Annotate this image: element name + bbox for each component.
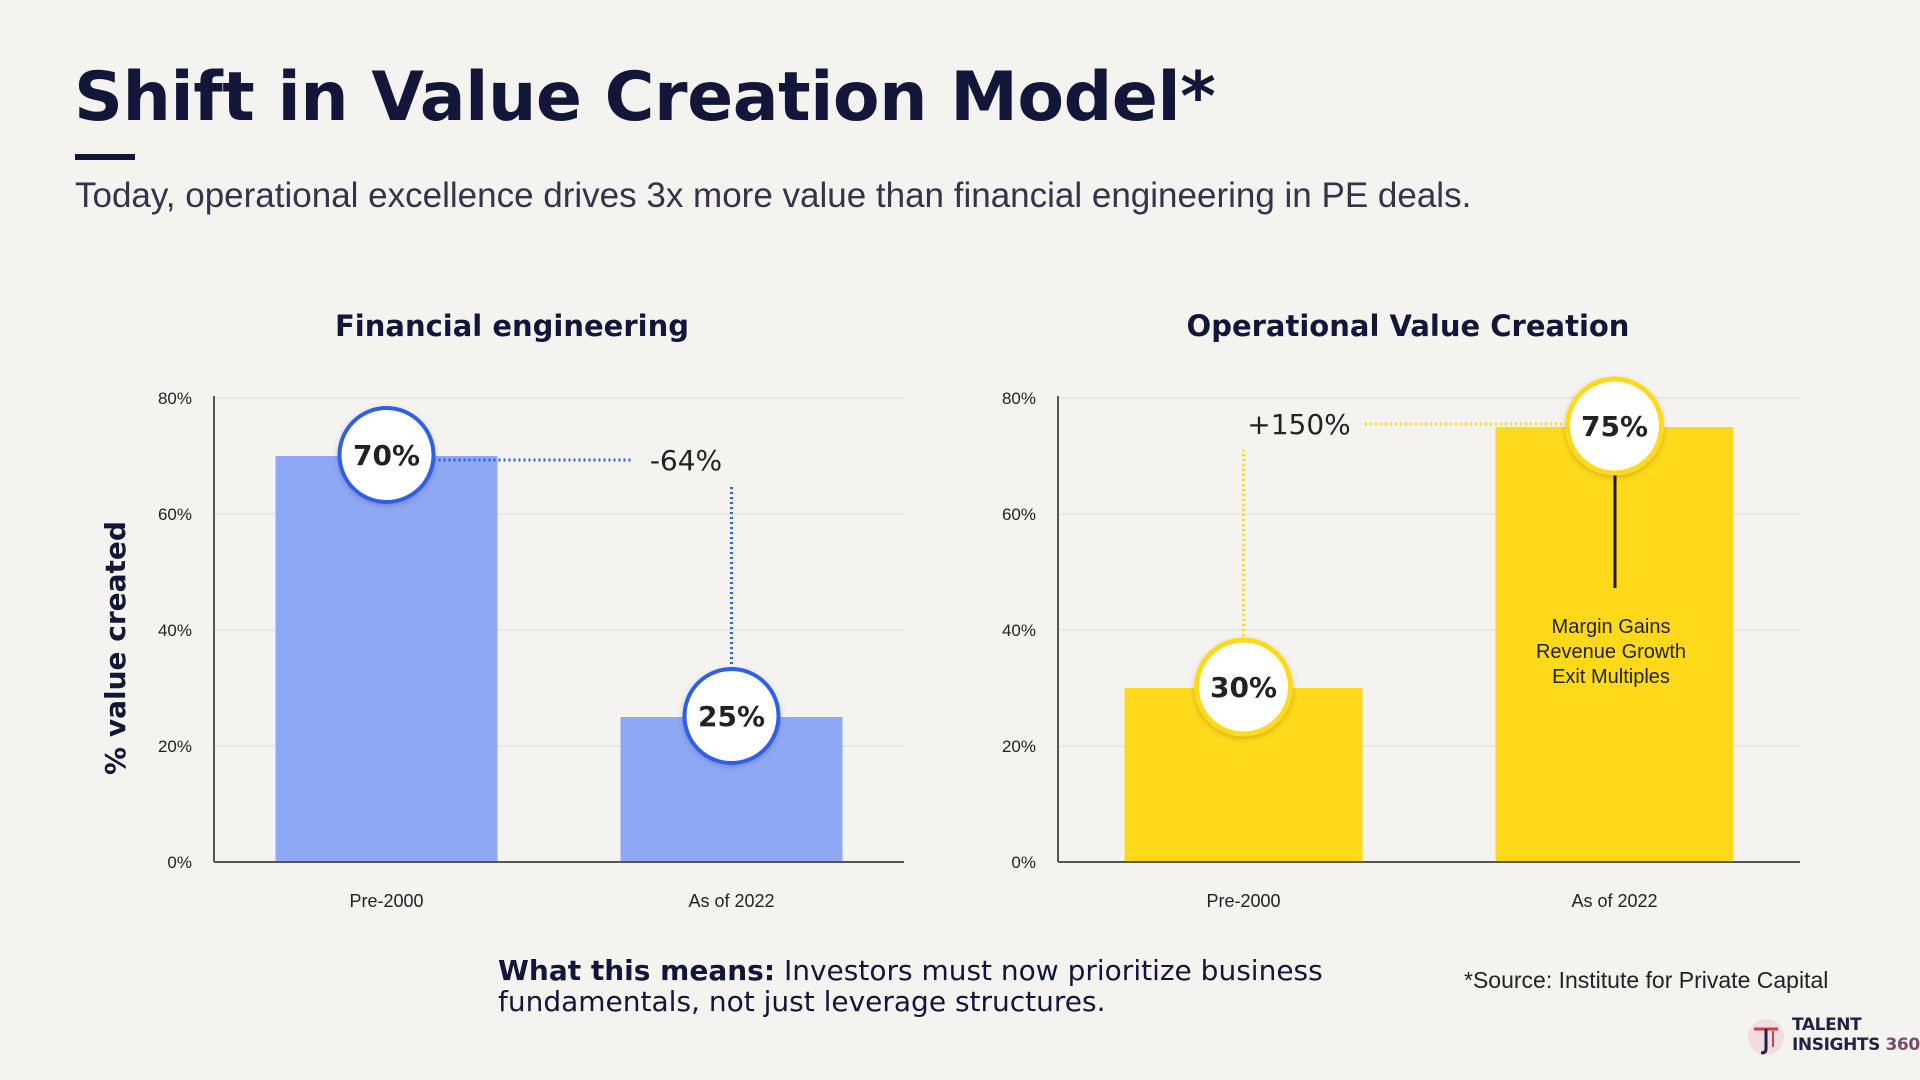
y-tick-label: 20% (158, 737, 192, 756)
takeaway-label: What this means: (498, 954, 776, 987)
y-tick-label: 20% (1002, 737, 1036, 756)
y-tick-label: 0% (1011, 853, 1036, 872)
y-tick-label: 40% (1002, 621, 1036, 640)
y-tick-label: 40% (158, 621, 192, 640)
x-ticks: Pre-2000 As of 2022 (349, 891, 774, 911)
logo-line-2: INSIGHTS (1792, 1035, 1880, 1055)
y-tick-label: 0% (167, 853, 192, 872)
title-underline (75, 154, 135, 160)
logo-mark-icon (1748, 1019, 1784, 1055)
logo-line-1: TALENT (1792, 1015, 1862, 1035)
y-tick-label: 60% (158, 505, 192, 524)
x-ticks: Pre-2000 As of 2022 (1206, 891, 1657, 911)
y-tick-label: 80% (158, 389, 192, 408)
logo-text: TALENT INSIGHTS 360 (1792, 1015, 1920, 1055)
takeaway: What this means: Investors must now prio… (498, 955, 1358, 1017)
y-axis-label: % value created (99, 521, 132, 775)
bars (275, 456, 843, 862)
value-bubble (337, 406, 436, 504)
chart-title: Operational Value Creation (1187, 309, 1630, 343)
bar (275, 456, 498, 862)
page-title: Shift in Value Creation Model* (74, 58, 1216, 137)
value-bubble (682, 667, 781, 765)
change-label: +150% (1247, 408, 1351, 441)
value-label: 30% (1210, 671, 1277, 704)
value-bubble (1565, 376, 1664, 476)
change-label-backdrop (1238, 402, 1362, 446)
value-label: 75% (1581, 410, 1648, 443)
change-connector (1242, 422, 1568, 641)
annotation-line: Revenue Growth (1536, 641, 1686, 663)
chart-title: Financial engineering (335, 309, 689, 343)
takeaway-text: Investors must now prioritize business f… (498, 954, 1323, 1018)
y-tick-label: 60% (1002, 505, 1036, 524)
change-label: -64% (650, 444, 722, 477)
x-tick-label: Pre-2000 (1206, 891, 1280, 911)
logo-number: 360 (1885, 1035, 1920, 1055)
annotation-line: Margin Gains (1552, 616, 1671, 638)
source-note: *Source: Institute for Private Capital (1464, 967, 1829, 993)
x-tick-label: As of 2022 (688, 891, 774, 911)
change-connector (433, 458, 733, 670)
operational-value-chart: Operational Value Creation 0% 20% 40% 60% 80… (1002, 309, 1800, 911)
value-bubble (1194, 637, 1293, 737)
y-tick-label: 80% (1002, 389, 1036, 408)
value-bubbles: 70% 25% (337, 406, 781, 765)
y-ticks: 0% 20% 40% 60% 80% (1002, 389, 1036, 872)
value-label: 70% (353, 439, 420, 472)
financial-engineering-chart: Financial engineering % value created 0%… (99, 309, 904, 911)
x-tick-label: Pre-2000 (349, 891, 423, 911)
axes (213, 396, 904, 863)
axes (1057, 396, 1800, 863)
page-subtitle: Today, operational excellence drives 3x … (75, 176, 1472, 215)
x-tick-label: As of 2022 (1571, 891, 1657, 911)
value-bubbles: 30% 75% (1194, 376, 1664, 737)
value-label: 25% (698, 700, 765, 733)
annotation-line: Exit Multiples (1552, 666, 1670, 688)
y-ticks: 0% 20% 40% 60% 80% (158, 389, 192, 872)
talent-insights-logo: TALENT INSIGHTS 360 (1746, 1014, 1920, 1060)
